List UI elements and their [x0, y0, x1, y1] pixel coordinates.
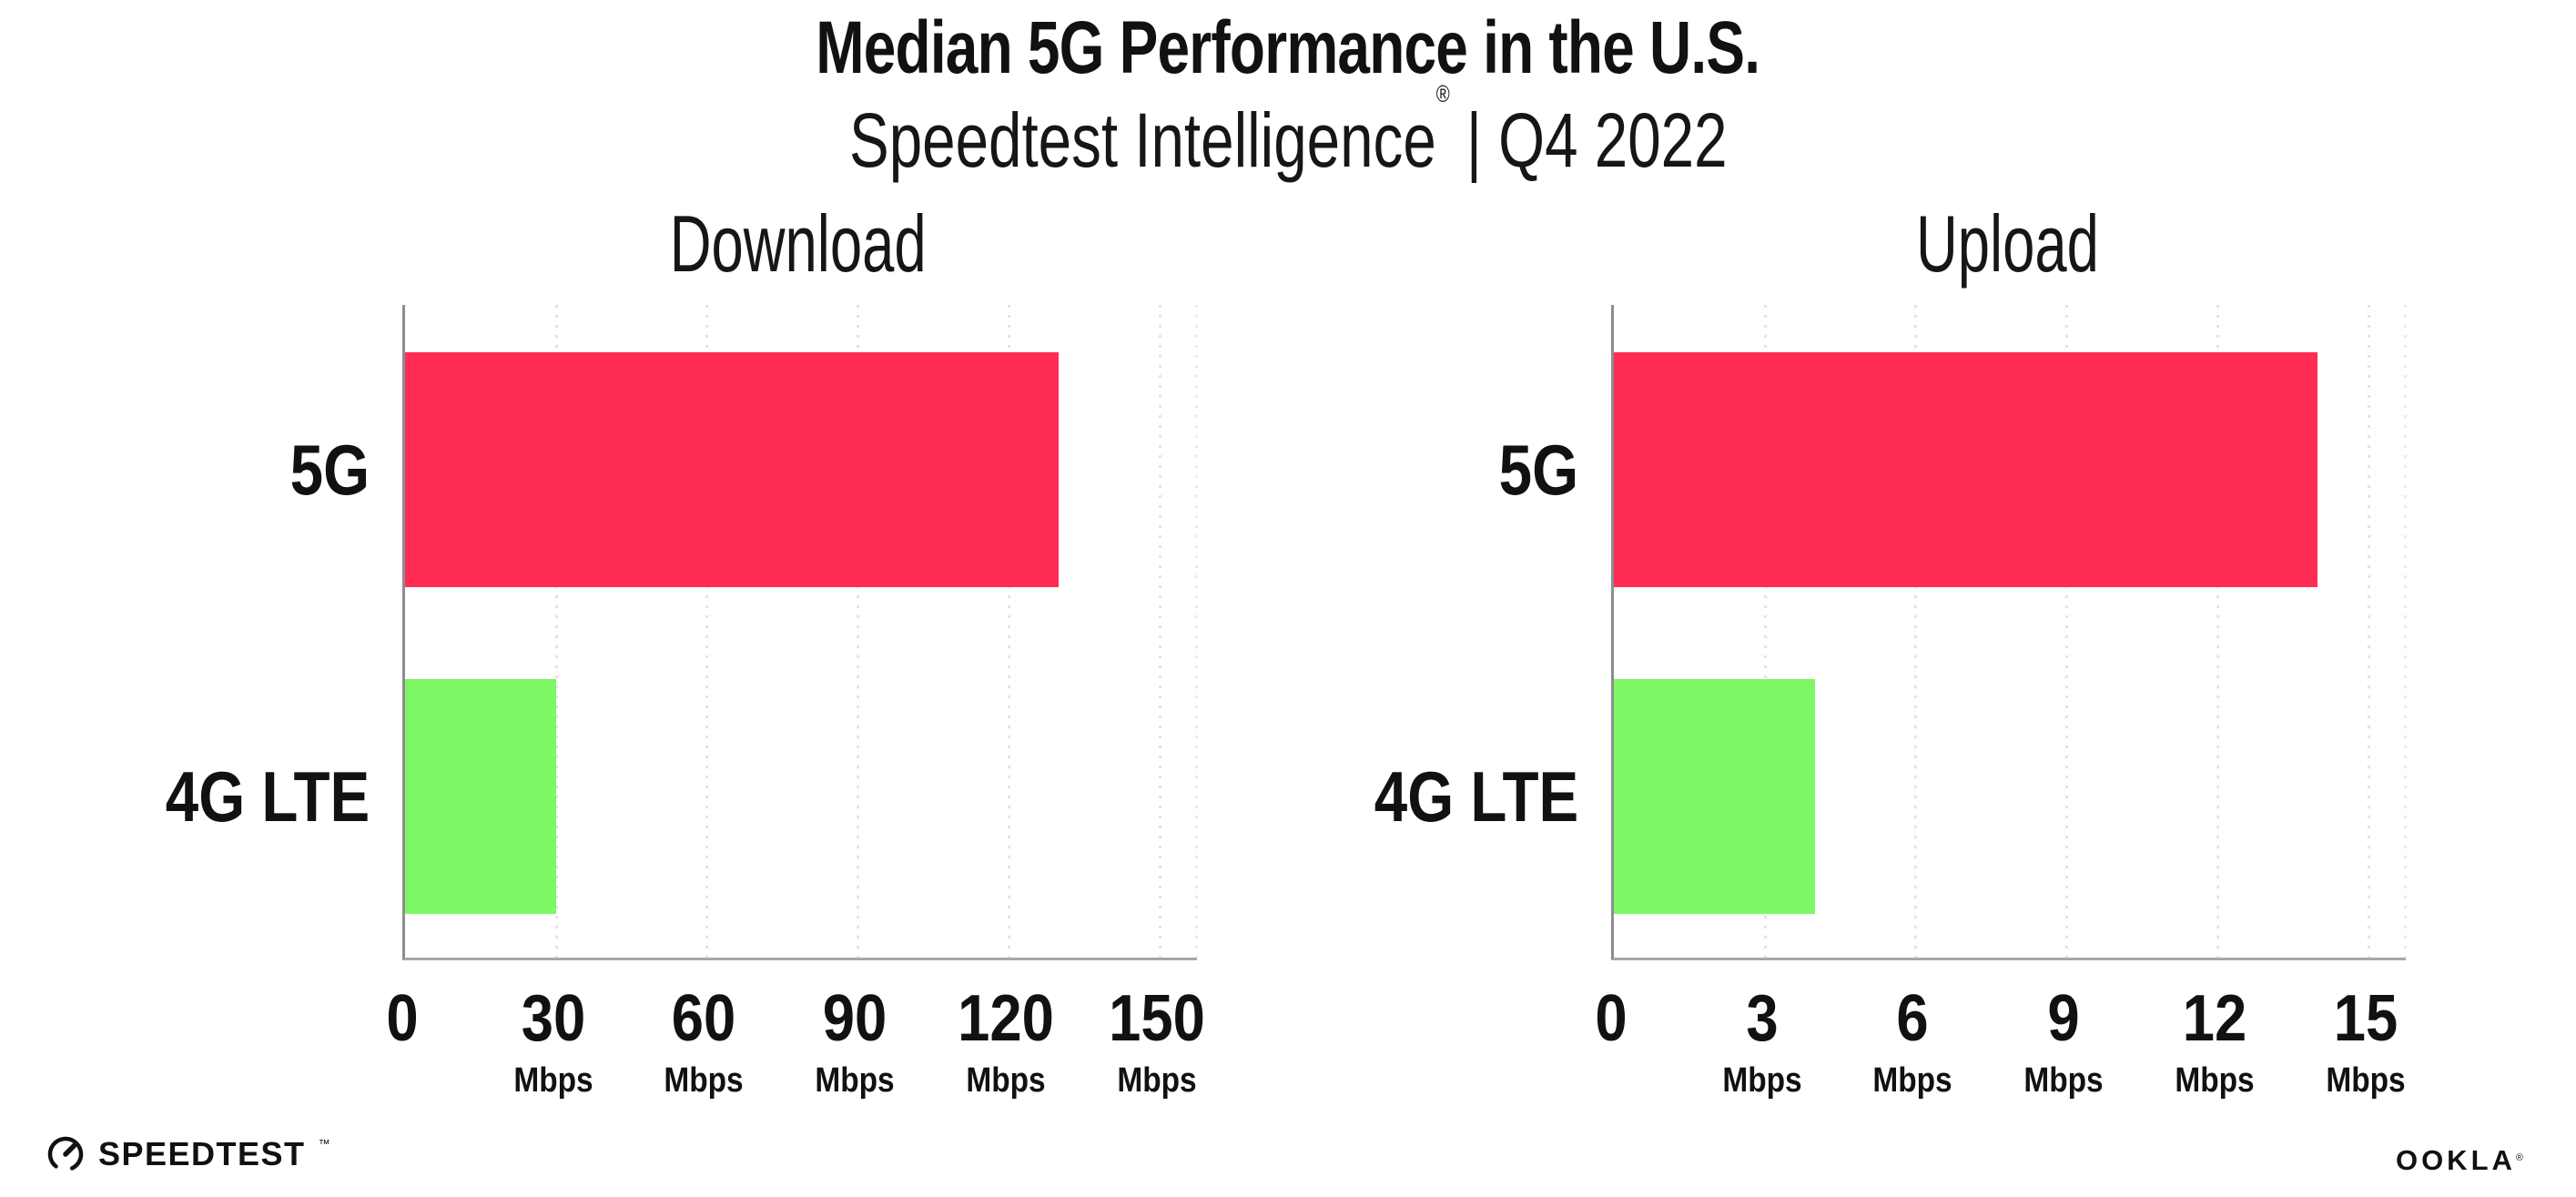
speedtest-wordmark: SPEEDTEST [98, 1135, 306, 1172]
gridline [1914, 305, 1918, 958]
page-subtitle: Speedtest Intelligence® | Q4 2022 [0, 80, 2576, 183]
plot-right-edge-gridline [1195, 305, 1198, 958]
upload-x-axis: 0 3 Mbps 6 Mbps 9 Mbps 12 Mbps 15 Mbps [1595, 982, 2405, 1114]
speedtest-logo: SPEEDTEST ™ [46, 1134, 330, 1174]
subtitle-brand: Speedtest Intelligence [848, 97, 1436, 183]
tick-value: 0 [386, 982, 419, 1055]
tick-value: 60 [672, 982, 736, 1055]
gridline [857, 305, 860, 958]
tick-unit: Mbps [1872, 1061, 1953, 1100]
category-label-5g: 5G [289, 430, 370, 510]
tick-value: 120 [957, 982, 1054, 1055]
download-chart: Download 5G 4G LTE 0 30 Mbps 60 Mbps 90 Mbps 120… [102, 198, 1205, 1121]
x-tick-60: 60 Mbps [659, 982, 749, 1100]
upload-bar-5g [1614, 352, 2318, 587]
x-tick-15: 15 Mbps [2320, 982, 2410, 1100]
x-tick-12: 12 Mbps [2169, 982, 2259, 1100]
tick-value: 3 [1746, 982, 1779, 1055]
x-tick-90: 90 Mbps [810, 982, 900, 1100]
tick-value: 30 [521, 982, 585, 1055]
gridline [705, 305, 709, 958]
x-tick-30: 30 Mbps [508, 982, 598, 1100]
tick-unit: Mbps [2325, 1061, 2406, 1100]
x-tick-3: 3 Mbps [1717, 982, 1807, 1100]
gridline [1158, 305, 1161, 958]
download-chart-title: Download [670, 198, 927, 289]
registered-trademark-icon: ® [1435, 80, 1450, 107]
tick-value: 9 [2047, 982, 2080, 1055]
ookla-registered-icon: ® [2515, 1152, 2523, 1163]
gridline [2216, 305, 2219, 958]
x-tick-0: 0 [1593, 982, 1629, 1055]
tick-value: 0 [1595, 982, 1628, 1055]
ookla-logo: OOKLA® [2396, 1145, 2523, 1182]
upload-bar-4g-lte [1614, 678, 1815, 914]
x-tick-120: 120 Mbps [951, 982, 1060, 1100]
tick-value: 12 [2182, 982, 2247, 1055]
tick-unit: Mbps [1722, 1061, 1802, 1100]
upload-chart-title: Upload [1915, 198, 2099, 289]
category-label-4g-lte: 4G LTE [165, 756, 370, 837]
x-tick-6: 6 Mbps [1868, 982, 1958, 1100]
gridline [554, 305, 558, 958]
tick-unit: Mbps [513, 1061, 593, 1100]
tick-value: 150 [1108, 982, 1205, 1055]
tick-unit: Mbps [1116, 1061, 1197, 1100]
tick-unit: Mbps [2175, 1061, 2255, 1100]
subtitle-period: | Q4 2022 [1449, 97, 1728, 183]
download-bar-4g-lte [405, 678, 556, 914]
gridline [2065, 305, 2069, 958]
upload-chart: Upload 5G 4G LTE 0 3 Mbps 6 Mbps 9 Mbps 12 Mbps 15… [1311, 202, 2412, 1121]
category-label-4g-lte: 4G LTE [1374, 756, 1578, 837]
tick-value: 6 [1896, 982, 1930, 1055]
category-label-5g: 5G [1498, 430, 1578, 510]
tick-value: 15 [2333, 982, 2398, 1055]
x-tick-0: 0 [384, 982, 421, 1055]
plot-right-edge-gridline [2404, 305, 2407, 958]
tick-unit: Mbps [815, 1061, 895, 1100]
download-x-axis: 0 30 Mbps 60 Mbps 90 Mbps 120 Mbps 150 Mbps [386, 982, 1204, 1114]
x-tick-150: 150 Mbps [1101, 982, 1211, 1100]
gridline [2367, 305, 2370, 958]
page-title: Median 5G Performance in the U.S. [816, 6, 1761, 89]
download-category-labels: 5G 4G LTE [102, 305, 402, 958]
ookla-wordmark: OOKLA [2395, 1144, 2516, 1176]
upload-plot-area [1611, 305, 2407, 960]
x-tick-9: 9 Mbps [2019, 982, 2109, 1100]
trademark-icon: ™ [318, 1136, 330, 1151]
tick-unit: Mbps [664, 1061, 745, 1100]
tick-unit: Mbps [2023, 1061, 2104, 1100]
gridline [1007, 305, 1010, 958]
upload-category-labels: 5G 4G LTE [1311, 305, 1611, 958]
tick-value: 90 [822, 982, 887, 1055]
download-plot-area [402, 305, 1198, 960]
speedtest-gauge-icon [47, 1136, 84, 1172]
gridline [1763, 305, 1767, 958]
download-bar-5g [405, 352, 1060, 587]
tick-unit: Mbps [966, 1061, 1046, 1100]
